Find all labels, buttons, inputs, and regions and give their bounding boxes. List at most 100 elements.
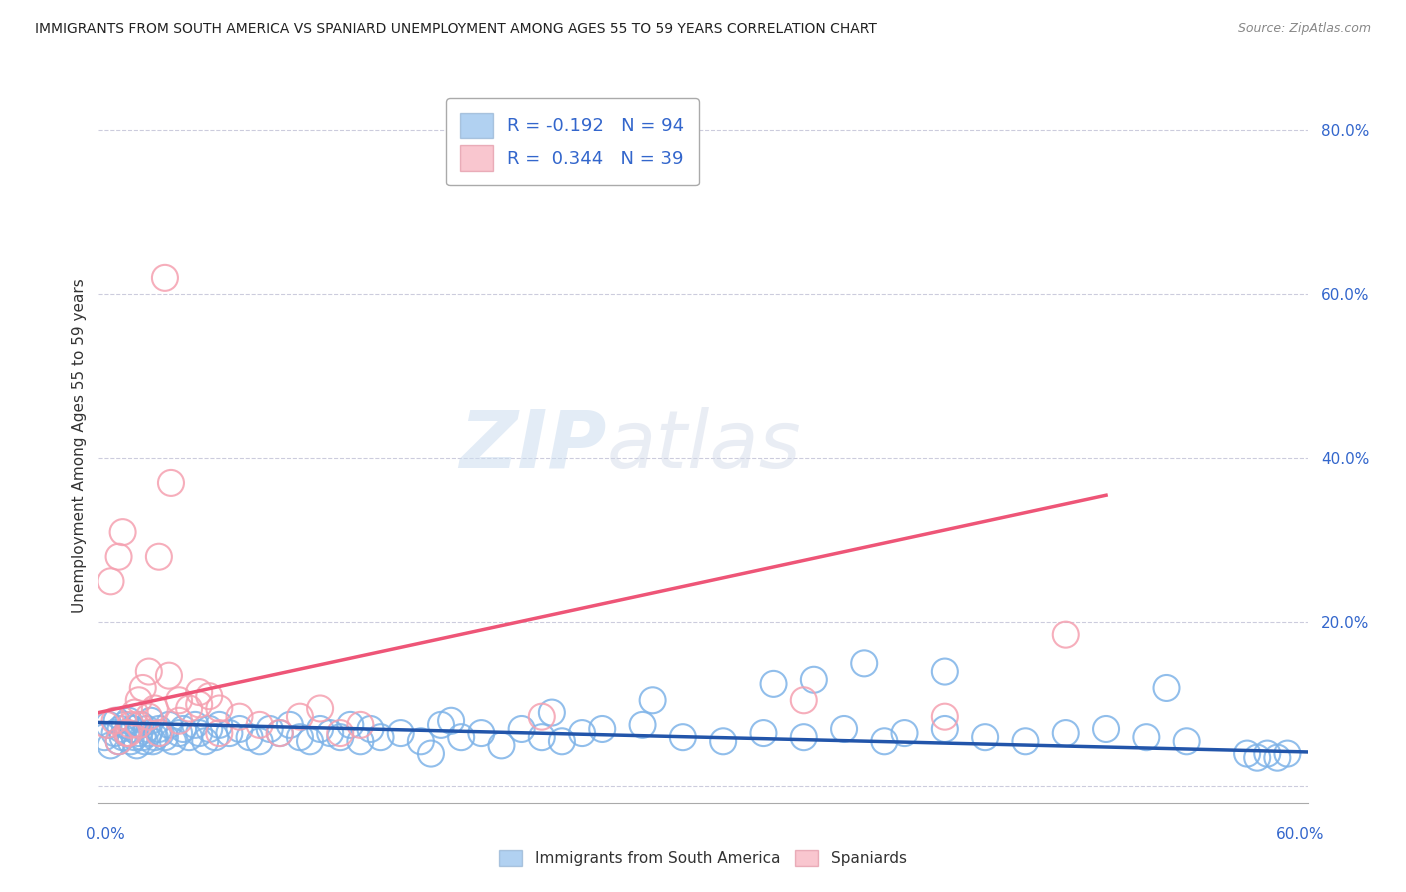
Point — [167, 693, 190, 707]
Point — [115, 726, 138, 740]
Point — [762, 677, 785, 691]
Point — [105, 714, 128, 728]
Text: 0.0%: 0.0% — [86, 827, 125, 841]
Point — [120, 718, 142, 732]
Point — [143, 701, 166, 715]
Point — [530, 709, 553, 723]
Point — [103, 726, 125, 740]
Point — [641, 693, 664, 707]
Point — [551, 734, 574, 748]
Point — [132, 681, 155, 695]
Point — [1277, 747, 1299, 761]
Point — [157, 668, 180, 682]
Point — [934, 722, 956, 736]
Point — [134, 734, 156, 748]
Point — [591, 722, 613, 736]
Point — [1265, 750, 1288, 764]
Point — [1014, 734, 1036, 748]
Point — [249, 734, 271, 748]
Point — [752, 726, 775, 740]
Point — [114, 718, 136, 732]
Point — [198, 722, 221, 736]
Point — [440, 714, 463, 728]
Point — [349, 734, 371, 748]
Point — [510, 722, 533, 736]
Point — [470, 726, 492, 740]
Point — [711, 734, 734, 748]
Point — [228, 722, 250, 736]
Point — [125, 739, 148, 753]
Point — [129, 718, 152, 732]
Point — [184, 718, 207, 732]
Point — [832, 722, 855, 736]
Point — [128, 693, 150, 707]
Point — [208, 726, 231, 740]
Point — [571, 726, 593, 740]
Point — [121, 722, 143, 736]
Point — [139, 714, 162, 728]
Point — [148, 722, 170, 736]
Point — [100, 574, 122, 589]
Point — [1095, 722, 1118, 736]
Point — [974, 730, 997, 744]
Point — [419, 747, 441, 761]
Point — [107, 734, 129, 748]
Point — [188, 685, 211, 699]
Point — [177, 730, 201, 744]
Point — [249, 718, 271, 732]
Point — [228, 709, 250, 723]
Point — [124, 730, 146, 744]
Point — [167, 726, 190, 740]
Point — [120, 734, 142, 748]
Point — [1054, 627, 1077, 641]
Point — [138, 665, 160, 679]
Point — [93, 730, 115, 744]
Point — [631, 718, 654, 732]
Point — [107, 734, 129, 748]
Point — [142, 734, 165, 748]
Text: atlas: atlas — [606, 407, 801, 485]
Point — [409, 734, 432, 748]
Point — [153, 270, 176, 285]
Point — [143, 730, 166, 744]
Point — [893, 726, 915, 740]
Point — [672, 730, 695, 744]
Point — [111, 730, 134, 744]
Point — [149, 726, 172, 740]
Point — [269, 726, 291, 740]
Point — [172, 722, 194, 736]
Point — [118, 714, 141, 728]
Point — [803, 673, 825, 687]
Point — [135, 722, 157, 736]
Legend: Immigrants from South America, Spaniards: Immigrants from South America, Spaniards — [492, 842, 914, 873]
Point — [194, 734, 217, 748]
Point — [177, 701, 201, 715]
Point — [1246, 750, 1268, 764]
Point — [450, 730, 472, 744]
Point — [167, 714, 190, 728]
Point — [259, 722, 281, 736]
Point — [148, 726, 170, 740]
Point — [188, 698, 211, 712]
Point — [389, 726, 412, 740]
Point — [96, 718, 118, 732]
Point — [138, 726, 160, 740]
Text: 60.0%: 60.0% — [1277, 827, 1324, 841]
Point — [309, 701, 332, 715]
Point — [97, 718, 120, 732]
Point — [124, 706, 146, 720]
Point — [115, 726, 138, 740]
Point — [148, 549, 170, 564]
Point — [103, 714, 125, 728]
Point — [204, 730, 226, 744]
Point — [530, 730, 553, 744]
Point — [360, 722, 382, 736]
Point — [128, 718, 150, 732]
Point — [153, 730, 176, 744]
Point — [1175, 734, 1198, 748]
Point — [370, 730, 392, 744]
Point — [309, 722, 332, 736]
Point — [873, 734, 896, 748]
Point — [100, 739, 122, 753]
Point — [288, 730, 311, 744]
